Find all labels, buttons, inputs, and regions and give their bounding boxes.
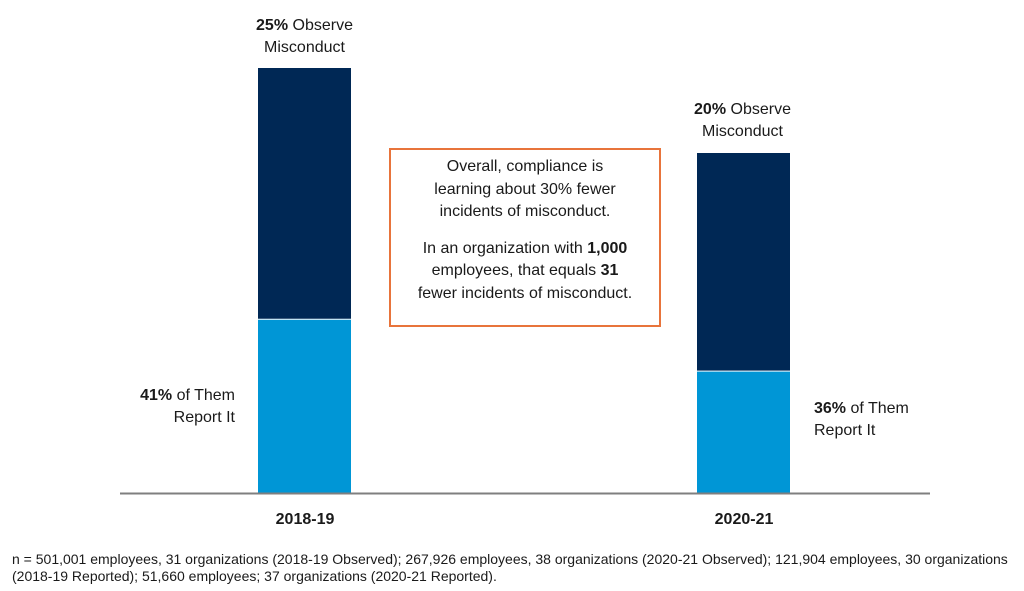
bar-report-2018-19 [258,319,351,493]
callout-line-1: Overall, compliance is [446,158,604,175]
observe-label-2020-21: 20% Observe Misconduct [670,99,815,143]
observe-pct-2020-21: 20% [694,101,727,118]
category-label-2020-21: 2020-21 [714,511,774,528]
observe-text-2018-19: Observe [288,17,353,34]
report-text-2020-21: of Them [846,400,909,417]
bar-report-2020-21 [697,371,790,493]
bar-observe-2020-21 [697,153,790,371]
callout-line-6: fewer incidents of misconduct. [417,284,633,302]
observe-pct-2018-19: 25% [256,17,289,34]
report-label-2018-19: 41% of Them Report It [105,385,235,429]
report-text2-2018-19: Report It [173,409,235,426]
observe-text-2020-21: Observe [726,101,791,118]
callout-bold-employees: 1,000 [587,239,628,257]
report-pct-2020-21: 36% [814,400,847,417]
report-text2-2020-21: Report It [814,422,876,439]
callout-line-2: learning about 30% fewer [434,180,616,198]
callout-box: Overall, compliance is learning about 30… [389,148,661,327]
callout-line-5: employees, that equals 31 [431,262,619,279]
observe-text2-2018-19: Misconduct [264,39,345,56]
observe-label-2018-19: 25% Observe Misconduct [232,15,377,59]
bar-observe-2018-19 [258,68,351,319]
callout-bold-incidents: 31 [600,262,619,279]
report-pct-2018-19: 41% [140,387,173,404]
report-label-2020-21: 36% of Them Report It [814,398,954,442]
report-text-2018-19: of Them [172,387,235,404]
callout-line-4: In an organization with 1,000 [422,239,628,257]
footnote: n = 501,001 employees, 31 organizations … [12,551,1008,584]
observe-text2-2020-21: Misconduct [702,123,783,140]
category-label-2018-19: 2018-19 [275,511,335,528]
callout-line-3: incidents of misconduct. [439,203,611,220]
